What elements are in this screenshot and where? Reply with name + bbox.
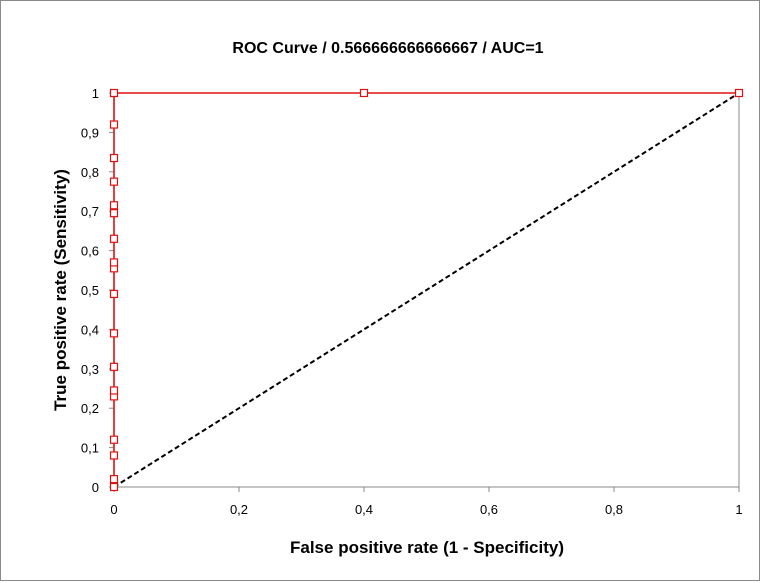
roc-point-marker bbox=[109, 482, 119, 492]
x-tick-label: 0,4 bbox=[355, 502, 373, 517]
roc-point-marker bbox=[109, 289, 119, 299]
roc-point-marker bbox=[109, 362, 119, 371]
roc-point-marker bbox=[109, 177, 119, 186]
y-tick-label: 0,1 bbox=[81, 441, 99, 456]
x-tick-label: 0,6 bbox=[480, 502, 498, 517]
roc-point-marker bbox=[109, 201, 119, 210]
roc-point-marker bbox=[109, 329, 119, 338]
y-tick-label: 0,2 bbox=[81, 401, 99, 416]
y-tick-label: 0,4 bbox=[81, 322, 99, 337]
x-tick-label: 0,2 bbox=[230, 502, 248, 517]
roc-point-marker bbox=[734, 88, 744, 98]
roc-point-marker bbox=[109, 120, 119, 129]
roc-point-marker bbox=[109, 258, 119, 267]
x-tick-label: 1 bbox=[735, 502, 742, 517]
roc-point-marker bbox=[109, 88, 119, 98]
roc-point-marker bbox=[109, 234, 119, 243]
roc-point-marker bbox=[109, 451, 119, 460]
y-axis-ticks: 0 0,1 0,2 0,3 0,4 0,5 0,6 0,7 0,8 0,9 1 bbox=[81, 86, 114, 495]
roc-point-marker bbox=[109, 209, 119, 218]
roc-point-marker bbox=[359, 88, 369, 98]
y-tick-label: 0,7 bbox=[81, 204, 99, 219]
y-tick-label: 0,8 bbox=[81, 165, 99, 180]
roc-point-marker bbox=[109, 386, 119, 395]
x-axis-ticks: 0 0,2 0,4 0,6 0,8 1 bbox=[110, 487, 743, 517]
y-tick-label: 0,3 bbox=[81, 362, 99, 377]
roc-point-marker bbox=[109, 475, 119, 484]
reference-diagonal-line bbox=[113, 92, 740, 488]
y-tick-label: 0,9 bbox=[81, 125, 99, 140]
x-axis-label: False positive rate (1 - Specificity) bbox=[290, 538, 564, 557]
y-axis-label: True positive rate (Sensitivity) bbox=[51, 169, 70, 411]
y-tick-label: 0 bbox=[92, 480, 99, 495]
roc-point-marker bbox=[109, 435, 119, 444]
y-tick-label: 1 bbox=[92, 86, 99, 101]
x-tick-label: 0 bbox=[110, 502, 117, 517]
roc-point-marker bbox=[109, 153, 119, 163]
x-tick-label: 0,8 bbox=[605, 502, 623, 517]
y-tick-label: 0,5 bbox=[81, 283, 99, 298]
y-tick-label: 0,6 bbox=[81, 244, 99, 259]
series-layer bbox=[109, 88, 744, 492]
chart-title: ROC Curve / 0.566666666666667 / AUC=1 bbox=[232, 40, 543, 57]
